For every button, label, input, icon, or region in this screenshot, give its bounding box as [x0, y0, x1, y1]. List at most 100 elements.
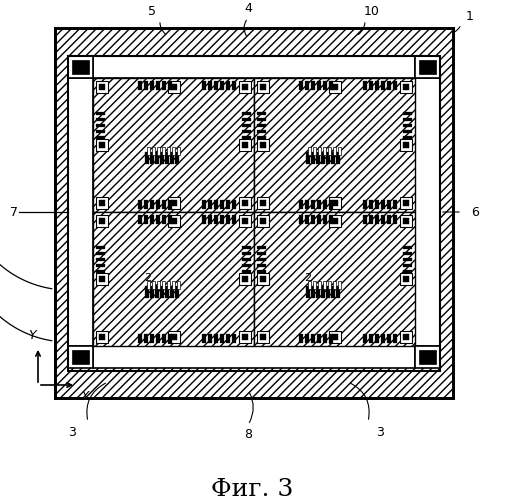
Bar — [317, 81, 321, 90]
Bar — [317, 215, 321, 224]
Bar — [221, 81, 224, 90]
Bar — [257, 263, 266, 267]
Bar — [403, 136, 412, 139]
Bar — [99, 200, 105, 206]
Bar — [328, 215, 340, 227]
Bar — [171, 200, 177, 206]
Bar — [321, 152, 325, 164]
Bar — [172, 281, 175, 289]
Bar — [257, 123, 266, 127]
Bar — [96, 136, 105, 139]
Bar — [364, 334, 367, 343]
Bar — [299, 81, 302, 90]
Bar — [172, 147, 175, 155]
Bar — [299, 200, 302, 209]
Bar — [403, 269, 412, 273]
Bar — [168, 215, 179, 227]
Bar — [242, 334, 248, 340]
Bar — [226, 200, 230, 209]
Bar — [68, 56, 93, 78]
Bar — [400, 81, 412, 93]
Bar — [257, 136, 266, 139]
Bar — [156, 152, 159, 164]
Bar — [162, 281, 165, 289]
Bar — [323, 215, 327, 224]
Bar — [96, 117, 105, 121]
Bar — [162, 215, 166, 224]
Bar — [242, 142, 248, 148]
Bar — [170, 152, 174, 164]
Bar — [323, 281, 326, 289]
Bar — [150, 215, 154, 224]
Bar — [167, 147, 170, 155]
Bar — [403, 117, 412, 121]
Bar — [393, 81, 397, 90]
Bar — [55, 28, 453, 398]
Bar — [257, 197, 269, 209]
Bar — [232, 334, 236, 343]
Bar — [221, 215, 224, 224]
Bar — [364, 215, 367, 224]
Bar — [400, 331, 412, 343]
Bar — [387, 200, 391, 209]
Bar — [317, 334, 321, 343]
Bar — [162, 200, 166, 209]
Bar — [156, 334, 160, 343]
Bar — [99, 218, 105, 224]
Bar — [93, 78, 415, 346]
Bar — [257, 215, 269, 227]
Bar — [323, 147, 326, 155]
Text: 4: 4 — [244, 1, 252, 14]
Bar — [96, 269, 105, 273]
Bar — [415, 56, 440, 78]
Bar — [68, 346, 93, 368]
Bar — [338, 281, 341, 289]
Bar — [323, 200, 327, 209]
Bar — [307, 152, 310, 164]
Bar — [370, 215, 373, 224]
Bar — [305, 200, 309, 209]
Bar — [99, 276, 105, 282]
Bar — [96, 215, 108, 227]
Bar — [393, 200, 397, 209]
Bar — [381, 215, 385, 224]
Bar — [257, 273, 269, 285]
Text: 1: 1 — [466, 9, 474, 22]
Bar — [419, 350, 436, 364]
Bar — [331, 152, 335, 164]
Bar — [305, 81, 309, 90]
Bar — [260, 84, 266, 90]
Bar — [157, 147, 160, 155]
Bar — [400, 139, 412, 151]
Bar — [403, 334, 409, 340]
Bar — [144, 200, 147, 209]
Bar — [96, 263, 105, 267]
Bar — [403, 251, 412, 255]
Bar — [313, 281, 316, 289]
Bar — [152, 147, 156, 155]
Bar — [299, 334, 302, 343]
Bar — [328, 197, 340, 209]
Bar — [145, 152, 149, 164]
Bar — [400, 215, 412, 227]
Bar — [257, 117, 266, 121]
Bar — [203, 215, 206, 224]
Bar — [254, 78, 415, 212]
Text: Фиг. 3: Фиг. 3 — [211, 479, 293, 499]
Bar — [215, 81, 218, 90]
Bar — [68, 78, 93, 346]
Bar — [239, 273, 251, 285]
Bar — [313, 147, 316, 155]
Bar — [257, 139, 269, 151]
Text: Y: Y — [28, 329, 36, 342]
Bar — [242, 246, 251, 249]
Bar — [96, 130, 105, 133]
Bar — [93, 212, 254, 346]
Bar — [381, 81, 385, 90]
Bar — [305, 334, 309, 343]
Bar — [242, 251, 251, 255]
Bar — [323, 81, 327, 90]
Bar — [311, 286, 315, 298]
Bar — [150, 200, 154, 209]
Bar — [150, 334, 154, 343]
